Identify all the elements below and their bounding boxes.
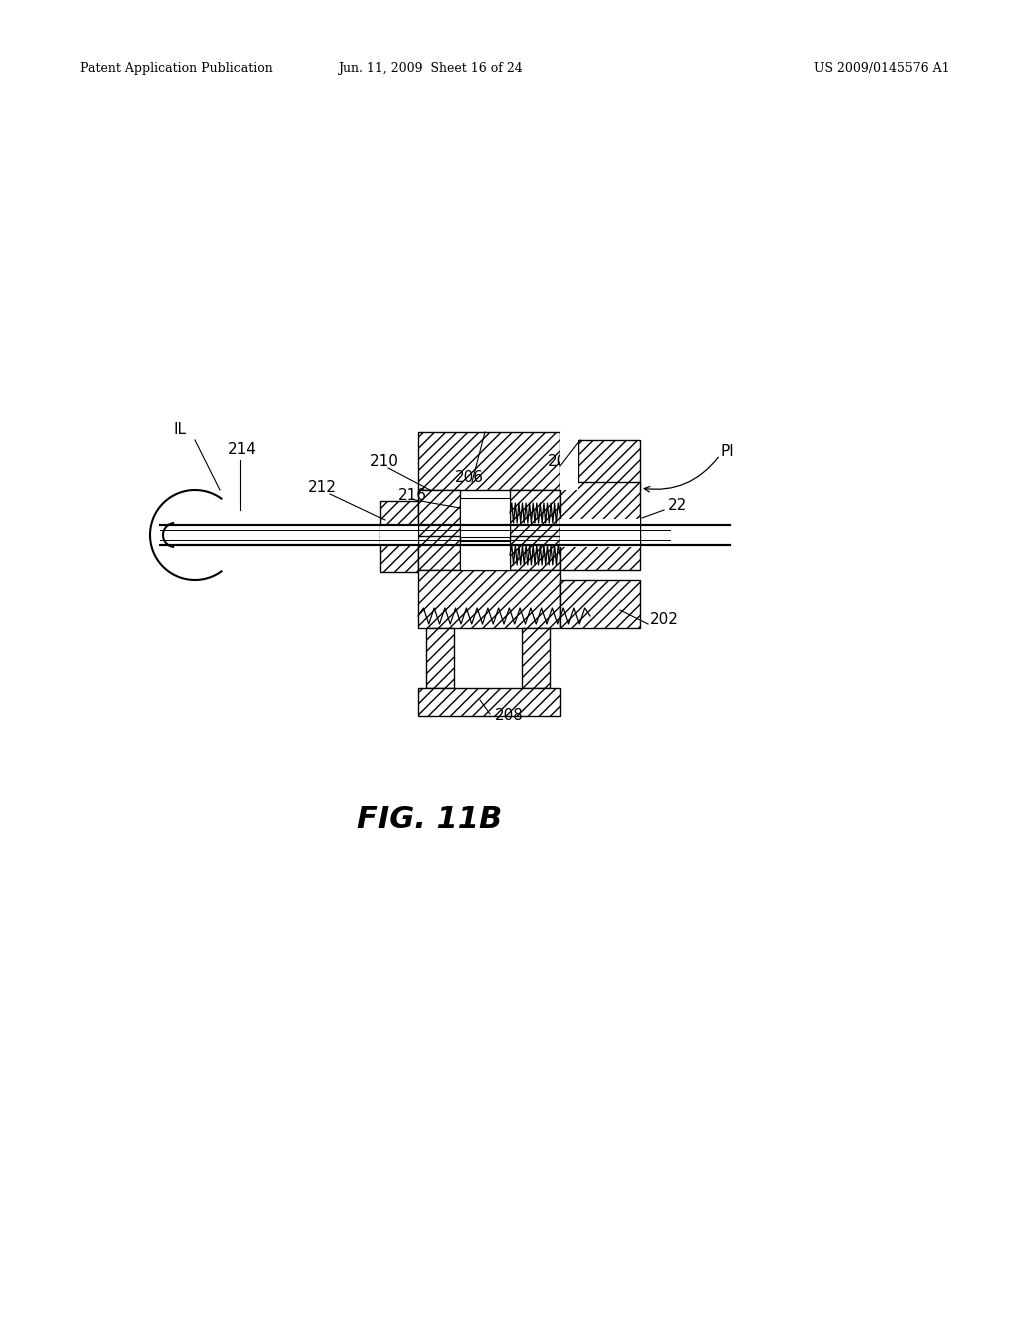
Bar [578, 440, 640, 490]
Text: 202: 202 [650, 612, 679, 627]
Text: 22: 22 [668, 499, 687, 513]
Bar [560, 482, 640, 537]
Text: 206: 206 [455, 470, 484, 486]
Bar [460, 541, 510, 570]
Bar [418, 490, 460, 537]
Text: 216: 216 [398, 488, 427, 503]
Text: Patent Application Publication: Patent Application Publication [80, 62, 272, 75]
Text: 208: 208 [495, 708, 524, 722]
Text: FIG. 11B: FIG. 11B [357, 805, 503, 834]
Text: 204: 204 [548, 454, 577, 470]
Bar [460, 498, 510, 537]
Bar [560, 519, 640, 546]
Bar [426, 628, 454, 688]
Text: IL: IL [173, 422, 186, 437]
Bar [560, 579, 640, 628]
Text: 212: 212 [308, 480, 337, 495]
Bar [560, 432, 578, 490]
Bar [418, 688, 560, 715]
Bar [510, 536, 560, 570]
Bar [560, 536, 640, 570]
Bar [418, 536, 460, 570]
Text: Jun. 11, 2009  Sheet 16 of 24: Jun. 11, 2009 Sheet 16 of 24 [338, 62, 522, 75]
Bar [380, 536, 418, 572]
Bar [380, 525, 418, 546]
Bar [418, 432, 560, 490]
Text: 214: 214 [228, 442, 257, 458]
Text: 210: 210 [370, 454, 399, 470]
Text: US 2009/0145576 A1: US 2009/0145576 A1 [814, 62, 950, 75]
Bar [418, 570, 560, 628]
Bar [380, 502, 418, 537]
Bar [522, 628, 550, 688]
Text: PI: PI [720, 445, 734, 459]
Bar [510, 490, 560, 537]
